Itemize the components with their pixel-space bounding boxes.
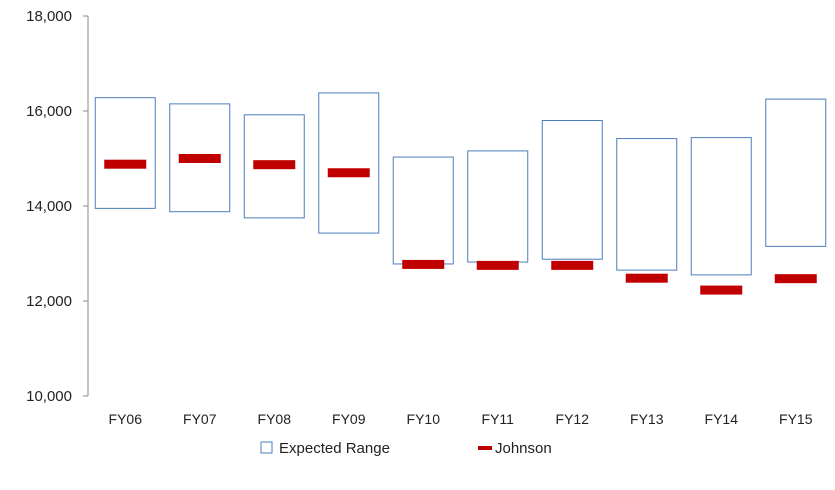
x-category-label: FY06 — [109, 411, 143, 427]
range-box — [94, 97, 156, 209]
expected-range-series — [94, 92, 827, 276]
johnson-marker — [476, 260, 519, 270]
johnson-marker — [327, 168, 370, 178]
legend-label-johnson: Johnson — [495, 440, 552, 457]
x-category-label: FY08 — [258, 411, 292, 427]
legend-swatch-expected-range — [260, 441, 273, 454]
johnson-series — [104, 154, 817, 295]
y-tick-label: 12,000 — [26, 293, 72, 310]
x-category-label: FY07 — [183, 411, 217, 427]
range-box — [467, 150, 529, 263]
range-box — [616, 138, 678, 271]
range-box — [765, 98, 827, 247]
johnson-marker — [104, 159, 147, 169]
range-box — [392, 156, 454, 265]
y-tick-label: 14,000 — [26, 198, 72, 215]
x-category-label: FY11 — [482, 411, 515, 427]
x-category-label: FY13 — [630, 411, 664, 427]
range-box — [243, 114, 305, 219]
x-category-label: FY15 — [779, 411, 813, 427]
legend-swatch-johnson — [478, 446, 492, 450]
johnson-marker — [625, 273, 668, 283]
x-axis-labels: FY06 FY07 FY08 FY09 FY10 FY11 FY12 FY13 FY14 FY15 — [109, 411, 813, 427]
x-category-label: FY14 — [705, 411, 739, 427]
y-tick-label: 18,000 — [26, 8, 72, 25]
y-axis: 10,000 12,000 14,000 16,000 18,000 — [26, 8, 89, 405]
johnson-marker — [253, 160, 296, 170]
legend-label-expected-range: Expected Range — [279, 440, 390, 457]
x-category-label: FY12 — [556, 411, 590, 427]
johnson-marker — [700, 285, 743, 295]
johnson-marker — [774, 274, 817, 284]
legend: Expected Range Johnson — [260, 440, 552, 457]
range-box — [690, 137, 752, 276]
range-box — [169, 103, 231, 213]
range-box — [541, 120, 603, 260]
johnson-marker — [178, 154, 221, 163]
y-tick-label: 10,000 — [26, 388, 72, 405]
johnson-marker — [402, 259, 445, 269]
x-category-label: FY09 — [332, 411, 366, 427]
range-box — [318, 92, 380, 234]
johnson-marker — [551, 260, 594, 270]
y-tick-label: 16,000 — [26, 103, 72, 120]
x-category-label: FY10 — [407, 411, 441, 427]
